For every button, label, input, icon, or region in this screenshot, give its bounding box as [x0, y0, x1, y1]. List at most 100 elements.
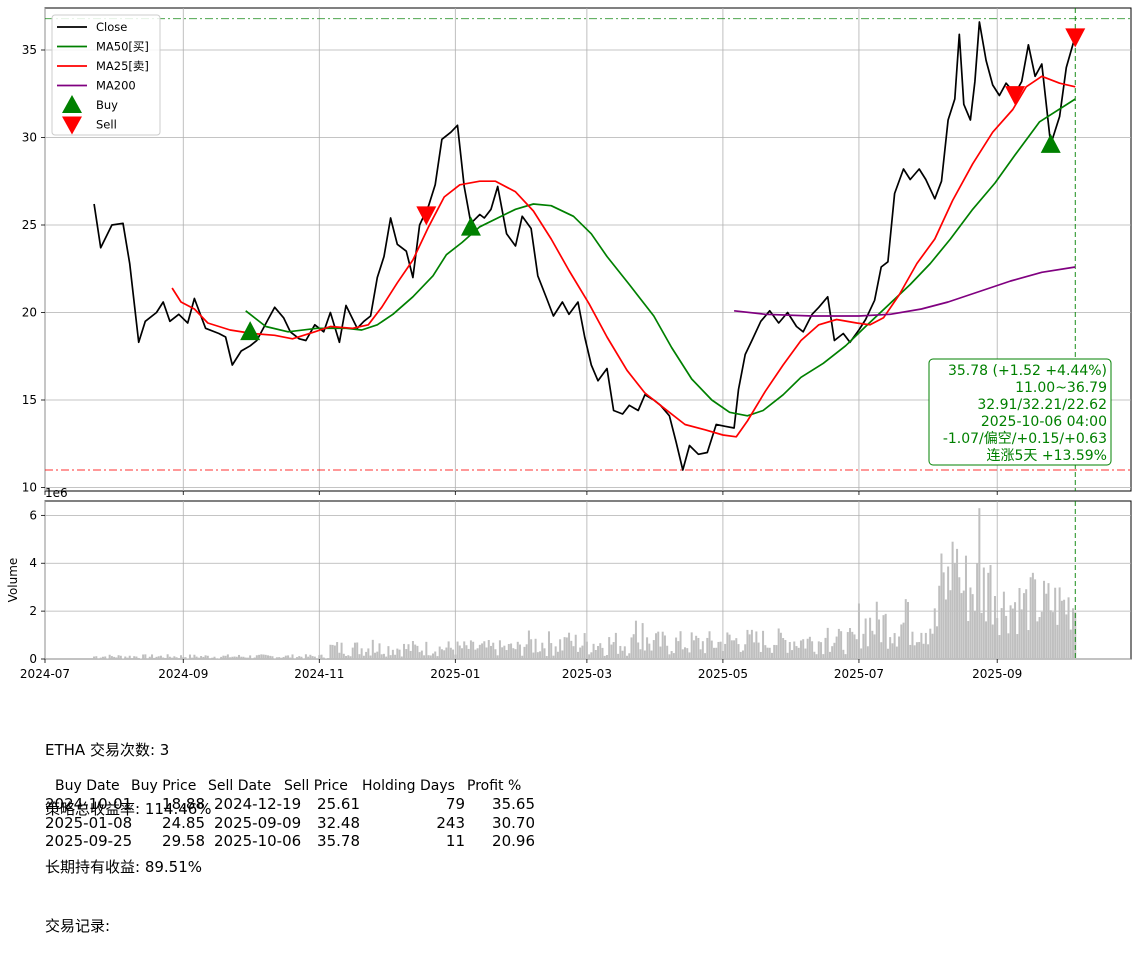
- volume-bar: [267, 655, 269, 659]
- volume-bar: [280, 658, 282, 659]
- volume-bar: [755, 631, 757, 659]
- volume-bar: [575, 635, 577, 659]
- volume-bar: [990, 565, 992, 659]
- volume-bar: [316, 658, 318, 659]
- volume-bar: [350, 656, 352, 659]
- volume-bar: [615, 633, 617, 659]
- volume-bar: [983, 568, 985, 659]
- buy-marker: [461, 217, 481, 236]
- volume-bar: [818, 641, 820, 659]
- volume-bar: [1061, 601, 1063, 659]
- volume-bar: [856, 639, 858, 659]
- series-line: [734, 267, 1075, 316]
- volume-bar: [885, 614, 887, 659]
- volume-bar: [472, 642, 474, 659]
- volume-bar: [909, 645, 911, 659]
- volume-bar: [1050, 610, 1052, 659]
- volume-bar: [586, 642, 588, 659]
- volume-bar: [147, 658, 149, 659]
- volume-bar: [115, 657, 117, 659]
- volume-bar: [278, 657, 280, 659]
- volume-bar: [675, 638, 677, 659]
- volume-bar: [787, 653, 789, 659]
- volume-bar: [242, 657, 244, 659]
- volume-bar: [463, 641, 465, 659]
- trade-cell: 24.85: [162, 814, 205, 832]
- volume-bar: [448, 641, 450, 659]
- trade-cell: 2025-09-25: [45, 832, 132, 850]
- volume-bar: [508, 644, 510, 659]
- info-box-line: 11.00~36.79: [1015, 380, 1107, 396]
- volume-bar: [129, 656, 131, 659]
- volume-bar: [151, 654, 153, 659]
- trade-cell: 2025-09-09: [214, 814, 301, 832]
- volume-bar: [954, 563, 956, 659]
- volume-bar: [222, 656, 224, 659]
- volume-bar: [178, 658, 180, 659]
- volume-bar: [385, 657, 387, 659]
- volume-bar: [619, 646, 621, 659]
- volume-bar: [860, 648, 862, 659]
- volume-bar: [1045, 594, 1047, 659]
- volume-bar: [403, 644, 405, 659]
- volume-bar: [381, 654, 383, 659]
- volume-bar: [234, 657, 236, 659]
- volume-bar: [113, 657, 115, 659]
- volume-bar: [963, 591, 965, 659]
- volume-bar: [1001, 608, 1003, 659]
- price-y-tick-label: 25: [22, 218, 37, 232]
- volume-bar: [668, 654, 670, 659]
- trade-cell: 2024-10-01: [45, 795, 132, 813]
- volume-bar: [793, 641, 795, 659]
- volume-bar: [709, 631, 711, 659]
- volume-bar: [419, 652, 421, 659]
- volume-bar: [387, 646, 389, 659]
- volume-bar: [905, 599, 907, 659]
- volume-bar: [644, 651, 646, 659]
- volume-bar: [231, 657, 233, 659]
- volume-bar: [187, 658, 189, 659]
- volume-bar: [903, 623, 905, 659]
- volume-bar: [537, 652, 539, 659]
- volume-bar: [717, 642, 719, 659]
- volume-bar: [923, 644, 925, 659]
- trade-cell: 11: [446, 832, 465, 850]
- volume-bar: [965, 556, 967, 659]
- col-sell-price: Sell Price: [284, 778, 348, 794]
- volume-bar: [296, 657, 298, 659]
- volume-bar: [738, 644, 740, 659]
- volume-bar: [494, 649, 496, 659]
- volume-bar: [503, 646, 505, 659]
- volume-bar: [354, 643, 356, 659]
- volume-bar: [216, 658, 218, 659]
- volume-bar: [307, 657, 309, 659]
- volume-bar: [1043, 581, 1045, 659]
- volume-bar: [428, 655, 430, 659]
- volume-bar: [528, 631, 530, 659]
- buy-marker: [240, 321, 260, 340]
- volume-bar: [300, 657, 302, 659]
- volume-bar: [637, 642, 639, 659]
- volume-bar: [98, 658, 100, 659]
- volume-bar: [1032, 573, 1034, 659]
- volume-bar: [401, 656, 403, 659]
- volume-bar: [987, 573, 989, 659]
- volume-bar: [704, 653, 706, 659]
- volume-y-tick-label: 0: [29, 652, 37, 666]
- volume-bar: [260, 654, 262, 659]
- volume-bar: [321, 655, 323, 659]
- volume-bar: [628, 653, 630, 659]
- volume-bar: [559, 639, 561, 659]
- volume-bar: [305, 654, 307, 659]
- volume-bar: [880, 642, 882, 659]
- volume-bar: [251, 658, 253, 659]
- volume-bar: [423, 655, 425, 659]
- volume-bar: [430, 655, 432, 659]
- volume-bar: [769, 648, 771, 659]
- volume-bar: [590, 652, 592, 659]
- x-tick-label: 2025-01: [430, 667, 480, 681]
- volume-bar: [269, 656, 271, 659]
- volume-bar: [927, 644, 929, 659]
- volume-bar: [1016, 634, 1018, 659]
